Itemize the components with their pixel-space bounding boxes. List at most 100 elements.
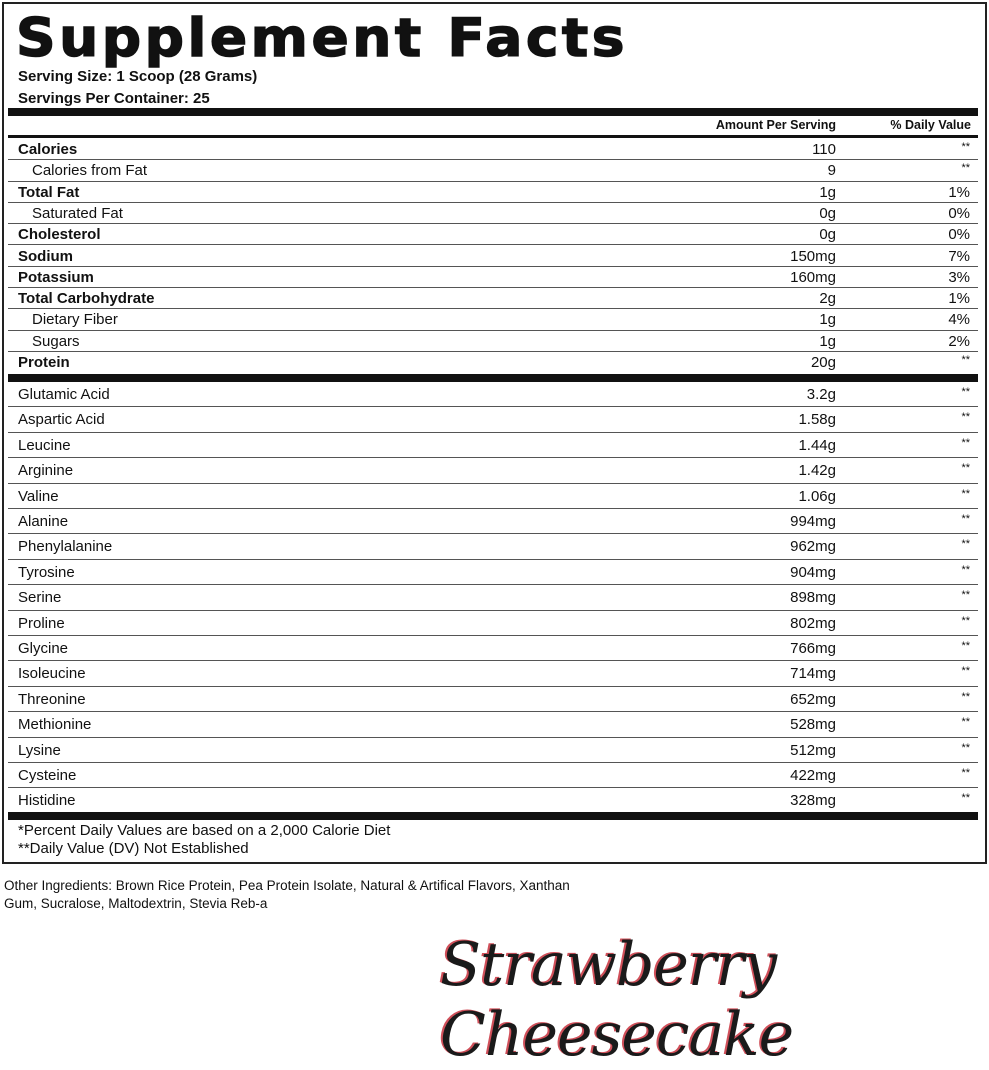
table-row: Calories from Fat 9 ** (8, 160, 978, 182)
daily-value: 2% (948, 332, 970, 350)
daily-value: ** (961, 462, 970, 475)
daily-value: ** (961, 411, 970, 424)
nutrient-name: Total Carbohydrate (18, 290, 155, 308)
table-row: Lysine 512mg ** (8, 738, 978, 763)
daily-value: ** (961, 386, 970, 398)
nutrient-name: Proline (18, 614, 65, 632)
daily-value: ** (961, 162, 970, 175)
daily-value: ** (961, 513, 970, 525)
nutrient-name: Cholesterol (18, 226, 101, 244)
table-row: Glutamic Acid 3.2g ** (8, 382, 978, 408)
daily-value: ** (961, 538, 970, 551)
table-row: Alanine 994mg ** (8, 509, 978, 535)
daily-value: ** (961, 487, 970, 500)
nutrient-name: Sugars (32, 332, 80, 350)
nutrient-name: Arginine (18, 462, 74, 480)
nutrient-name: Sodium (18, 247, 73, 265)
table-row: Cysteine 422mg ** (8, 763, 978, 789)
daily-value: ** (961, 436, 970, 449)
nutrient-name: Valine (18, 487, 59, 505)
nutrient-name: Glutamic Acid (18, 386, 110, 403)
other-ingredients: Other Ingredients: Brown Rice Protein, P… (4, 878, 570, 911)
divider-header (8, 135, 978, 138)
nutrient-name: Calories from Fat (32, 162, 148, 180)
daily-value: ** (961, 589, 970, 602)
nutrient-amount: 994mg (790, 513, 836, 530)
serving-size: Serving Size: 1 Scoop (28 Grams) (18, 68, 258, 85)
nutrient-amount: 962mg (790, 538, 836, 556)
table-row: Threonine 652mg ** (8, 687, 978, 713)
nutrient-amount: 1.06g (798, 487, 836, 505)
nutrient-amount: 328mg (790, 792, 836, 810)
nutrient-name: Phenylalanine (18, 538, 113, 556)
table-row: Phenylalanine 962mg ** (8, 534, 978, 560)
daily-value: 1% (948, 183, 970, 201)
nutrient-amount: 422mg (790, 767, 836, 784)
daily-value: 4% (948, 311, 970, 329)
daily-value: ** (961, 141, 970, 153)
nutrient-amount: 1g (819, 311, 836, 329)
table-row: Total Carbohydrate 2g 1% (8, 288, 978, 310)
table-row: Sugars 1g 2% (8, 331, 978, 352)
nutrient-amount: 766mg (790, 640, 836, 657)
table-row: Leucine 1.44g ** (8, 433, 978, 459)
nutrient-amount: 3.2g (806, 386, 836, 403)
footnote-percent: *Percent Daily Values are based on a 2,0… (18, 822, 391, 839)
nutrient-amount: 1.44g (798, 436, 836, 454)
nutrient-name: Aspartic Acid (18, 411, 105, 429)
nutrient-name: Potassium (18, 268, 94, 286)
nutrient-amount: 904mg (790, 563, 836, 581)
table-row: Arginine 1.42g ** (8, 458, 978, 484)
table-row: Protein 20g ** (8, 352, 978, 373)
amount-header: Amount Per Serving (715, 118, 836, 132)
table-row: Histidine 328mg ** (8, 788, 978, 813)
nutrient-name: Histidine (18, 792, 76, 810)
table-row: Calories 110 ** (8, 139, 978, 161)
table-row: Sodium 150mg 7% (8, 246, 978, 267)
table-row: Valine 1.06g ** (8, 484, 978, 509)
divider-thick (8, 108, 978, 116)
daily-value: ** (961, 614, 970, 627)
table-row: Total Fat 1g 1% (8, 182, 978, 203)
nutrient-amount: 9 (827, 162, 836, 180)
supplement-facts-panel (2, 2, 987, 864)
nutrient-name: Isoleucine (18, 665, 86, 683)
nutrient-amount: 652mg (790, 690, 836, 708)
nutrient-name: Calories (18, 141, 78, 158)
footnote-dv: **Daily Value (DV) Not Established (18, 840, 249, 857)
nutrient-amount: 528mg (790, 716, 836, 734)
table-row: Saturated Fat 0g 0% (8, 203, 978, 225)
daily-value: ** (961, 563, 970, 576)
table-row: Potassium 160mg 3% (8, 267, 978, 289)
nutrient-name: Serine (18, 589, 62, 607)
nutrient-amount: 0g (819, 204, 836, 222)
nutrient-name: Alanine (18, 513, 69, 530)
daily-value: 1% (948, 290, 970, 308)
dv-header: % Daily Value (890, 118, 971, 132)
daily-value: ** (961, 767, 970, 779)
daily-value: ** (961, 665, 970, 678)
daily-value: ** (961, 741, 970, 754)
nutrient-amount: 1.42g (798, 462, 836, 480)
table-row: Proline 802mg ** (8, 611, 978, 636)
panel-title: Supplement Facts (15, 7, 628, 69)
nutrient-name: Methionine (18, 716, 92, 734)
nutrient-amount: 802mg (790, 614, 836, 632)
table-row: Glycine 766mg ** (8, 636, 978, 662)
nutrient-amount: 714mg (790, 665, 836, 683)
table-row: Serine 898mg ** (8, 585, 978, 611)
nutrient-amount: 150mg (790, 247, 836, 265)
daily-value: ** (961, 354, 970, 366)
nutrient-name: Protein (18, 354, 70, 371)
daily-value: 3% (948, 268, 970, 286)
nutrient-name: Tyrosine (18, 563, 75, 581)
nutrient-amount: 20g (810, 354, 836, 371)
table-row: Isoleucine 714mg ** (8, 661, 978, 687)
daily-value: ** (961, 690, 970, 703)
servings-per-container: Servings Per Container: 25 (18, 90, 210, 107)
divider-thick (8, 374, 978, 382)
table-row: Methionine 528mg ** (8, 712, 978, 738)
daily-value: 0% (948, 226, 970, 244)
table-row: Cholesterol 0g 0% (8, 224, 978, 246)
nutrient-name: Cysteine (18, 767, 77, 784)
